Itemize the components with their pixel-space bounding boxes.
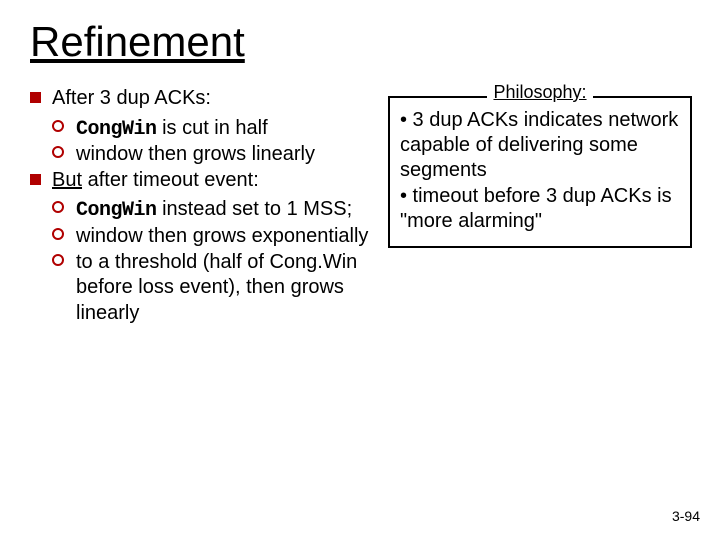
philosophy-line1: • 3 dup ACKs indicates network capable o…: [400, 108, 680, 184]
bullet-underlined: But: [52, 169, 82, 191]
subbullet-text: is cut in half: [157, 117, 268, 139]
circle-bullet-icon: [52, 201, 64, 213]
square-bullet-icon: [30, 92, 41, 103]
subbullet-grows-linearly: window then grows linearly: [30, 142, 374, 168]
circle-bullet-icon: [52, 120, 64, 132]
subbullet-grows-exp: window then grows exponentially: [30, 224, 374, 250]
square-bullet-icon: [30, 174, 41, 185]
circle-bullet-icon: [52, 146, 64, 158]
code-text: CongWin: [76, 118, 157, 141]
circle-bullet-icon: [52, 254, 64, 266]
bullet-after-3dup: After 3 dup ACKs:: [30, 86, 374, 112]
subbullet-text: window then grows exponentially: [76, 225, 368, 247]
subbullet-congwin-1mss: CongWin instead set to 1 MSS;: [30, 197, 374, 224]
philosophy-box: • 3 dup ACKs indicates network capable o…: [388, 96, 692, 248]
circle-bullet-icon: [52, 228, 64, 240]
subbullet-text: instead set to 1 MSS;: [157, 198, 353, 220]
subbullet-congwin-half: CongWin is cut in half: [30, 116, 374, 143]
bullet-but-timeout: But after timeout event:: [30, 168, 374, 194]
philosophy-label: Philosophy:: [487, 82, 592, 102]
bullet-text: after timeout event:: [82, 169, 259, 191]
subbullet-text: window then grows linearly: [76, 143, 315, 165]
slide: Refinement After 3 dup ACKs: CongWin is …: [0, 0, 720, 540]
philosophy-line2: • timeout before 3 dup ACKs is "more ala…: [400, 184, 680, 234]
content-columns: After 3 dup ACKs: CongWin is cut in half…: [30, 86, 692, 326]
left-column: After 3 dup ACKs: CongWin is cut in half…: [30, 86, 374, 326]
slide-title: Refinement: [30, 18, 692, 66]
subbullet-threshold: to a threshold (half of Cong.Win before …: [30, 250, 374, 327]
philosophy-box-wrap: Philosophy: • 3 dup ACKs indicates netwo…: [388, 86, 692, 248]
subbullet-text: to a threshold (half of Cong.Win before …: [76, 251, 357, 324]
page-number: 3-94: [672, 508, 700, 524]
right-column: Philosophy: • 3 dup ACKs indicates netwo…: [388, 86, 692, 326]
philosophy-label-wrap: Philosophy:: [388, 82, 692, 103]
code-text: CongWin: [76, 199, 157, 222]
bullet-text: After 3 dup ACKs:: [52, 87, 211, 109]
